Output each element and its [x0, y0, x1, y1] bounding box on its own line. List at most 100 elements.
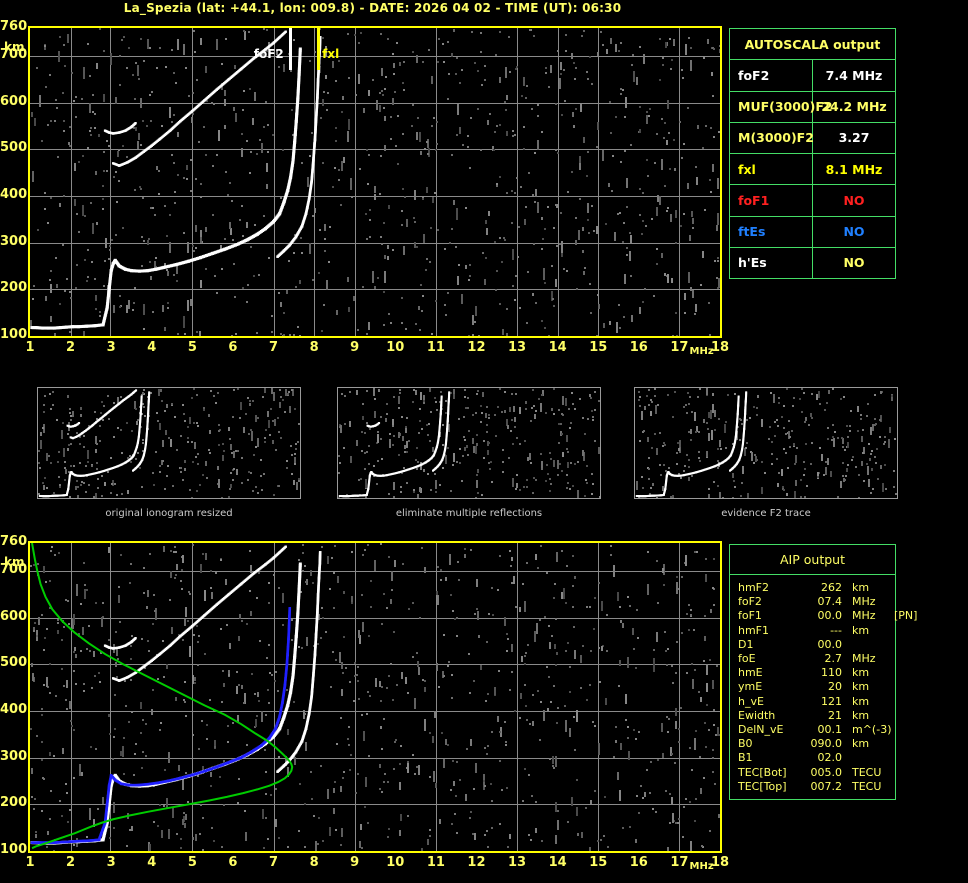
x-axis-tick-10: 10 — [386, 855, 405, 870]
autoscala-row-hEs: h'Es NO — [729, 246, 896, 280]
ionogram-main-canvas — [30, 28, 720, 336]
aip-unit: m^(-3) — [852, 723, 892, 737]
aip-key: ymE — [738, 680, 763, 694]
grid-line-vertical — [71, 543, 72, 851]
aip-row-D1: D1 00.0 — [738, 638, 891, 652]
y-axis-tick-700: 700 — [0, 562, 28, 577]
autoscala-row-ftEs: ftEs NO — [729, 215, 896, 248]
aip-value: 007.2 — [810, 779, 843, 793]
thumbnail-canvas-1 — [338, 388, 600, 498]
aip-values-list: hmF2 262 km foF2 07.4 MHz foF1 00.0 MHz [PN] hmF1 -… — [738, 581, 917, 794]
autoscala-title: AUTOSCALA output — [729, 27, 896, 61]
grid-line-horizontal — [30, 571, 720, 572]
aip-unit: TECU — [852, 779, 882, 793]
ionogram-profile-plot[interactable] — [28, 541, 722, 853]
grid-line-vertical — [517, 543, 518, 851]
aip-key: hmF2 — [738, 581, 770, 594]
x-axis-tick-15: 15 — [589, 855, 608, 870]
grid-line-vertical — [192, 28, 193, 336]
grid-line-vertical — [355, 543, 356, 851]
grid-line-vertical — [679, 28, 680, 336]
thumbnail-original-ionogram-resized[interactable] — [37, 387, 301, 499]
x-axis-tick-8: 8 — [309, 855, 319, 870]
grid-line-vertical — [192, 543, 193, 851]
y-axis-tick-100: 100 — [0, 327, 28, 342]
x-axis-tick-2: 2 — [66, 340, 76, 355]
aip-value: --- — [830, 623, 842, 637]
aip-unit: km — [852, 623, 870, 637]
aip-row-Ewidth: Ewidth 21 km — [738, 709, 891, 723]
aip-value: 07.4 — [817, 595, 843, 609]
x-axis-tick-14: 14 — [548, 855, 567, 870]
grid-line-vertical — [71, 28, 72, 336]
autoscala-label: M(3000)F2 — [729, 121, 814, 155]
autoscala-label: foF1 — [729, 184, 813, 217]
aip-row-hmF1: hmF1 --- km — [738, 624, 891, 638]
autoscala-value: 8.1 MHz — [812, 152, 896, 186]
aip-row-foE: foE 2.7 MHz — [738, 652, 891, 666]
grid-line-horizontal — [30, 664, 720, 665]
aip-value: 121 — [821, 694, 842, 708]
x-axis-tick-12: 12 — [467, 855, 486, 870]
grid-line-horizontal — [30, 289, 720, 290]
y-axis-tick-760: 760 — [0, 19, 28, 34]
y-axis-tick-100: 100 — [0, 842, 28, 857]
thumbnail-eliminate-multiple-reflections[interactable] — [337, 387, 601, 499]
x-axis-tick-18: 18 — [710, 855, 730, 870]
x-axis-tick-4: 4 — [147, 340, 157, 355]
x-axis-tick-18: 18 — [710, 340, 730, 355]
autoscala-value: NO — [812, 215, 896, 248]
aip-value: 110 — [821, 666, 842, 680]
ionogram-main-plot[interactable] — [28, 26, 722, 338]
aip-value: 262 — [821, 581, 842, 594]
grid-line-horizontal — [30, 149, 720, 150]
grid-line-vertical — [558, 28, 559, 336]
grid-line-vertical — [517, 28, 518, 336]
aip-unit: km — [852, 581, 870, 594]
autoscala-header-row: AUTOSCALA output — [729, 27, 896, 61]
autoscala-label: fxl — [729, 152, 813, 186]
autoscala-table: AUTOSCALA output foF2 7.4 MHz MUF(3000)F2 24… — [729, 27, 896, 280]
x-axis-tick-4: 4 — [147, 855, 157, 870]
thumbnail-trace — [635, 391, 748, 498]
thumbnail-evidence-f2-trace[interactable] — [634, 387, 898, 499]
grid-line-vertical — [436, 543, 437, 851]
aip-key: foF2 — [738, 595, 762, 609]
y-axis-tick-300: 300 — [0, 233, 28, 249]
x-axis-tick-17: 17 — [670, 855, 689, 870]
grid-line-horizontal — [30, 103, 720, 104]
aip-value: 00.0 — [817, 637, 843, 651]
aip-value: 21 — [828, 708, 842, 722]
aip-value: 2.7 — [824, 652, 843, 666]
aip-key: Ewidth — [738, 708, 776, 722]
y-axis-tick-200: 200 — [0, 795, 28, 811]
y-axis-tick-200: 200 — [0, 280, 28, 296]
aip-row-B1: B1 02.0 — [738, 751, 891, 765]
x-axis-tick-9: 9 — [350, 340, 360, 355]
x-axis-tick-12: 12 — [467, 340, 486, 355]
aip-key: foE — [738, 652, 756, 666]
thumbnail-trace — [338, 391, 451, 498]
x-axis-tick-8: 8 — [309, 340, 319, 355]
ionogram-traces — [30, 30, 322, 330]
autoscala-label: foF2 — [729, 59, 813, 92]
aip-unit — [842, 751, 894, 765]
grid-line-horizontal — [30, 618, 720, 619]
x-axis-tick-6: 6 — [228, 340, 238, 355]
grid-line-horizontal — [30, 804, 720, 805]
autoscala-value: 24.2 MHz — [812, 90, 896, 123]
grid-line-horizontal — [30, 56, 720, 57]
grid-line-vertical — [679, 543, 680, 851]
grid-line-vertical — [355, 28, 356, 336]
aip-row-foF2: foF2 07.4 MHz — [738, 595, 891, 609]
autoscala-row-foF1: foF1 NO — [729, 184, 896, 217]
background-noise — [38, 388, 300, 498]
x-axis-tick-6: 6 — [228, 855, 238, 870]
autoscala-row-fxl: fxl 8.1 MHz — [729, 152, 896, 186]
x-axis-unit-label: MHz — [689, 861, 714, 872]
aip-unit: MHz — [852, 609, 876, 623]
aip-value: 00.0 — [817, 609, 843, 623]
grid-line-vertical — [110, 543, 111, 851]
aip-key: B0 — [738, 737, 753, 751]
aip-row-TECBot: TEC[Bot] 005.0 TECU — [738, 766, 891, 780]
